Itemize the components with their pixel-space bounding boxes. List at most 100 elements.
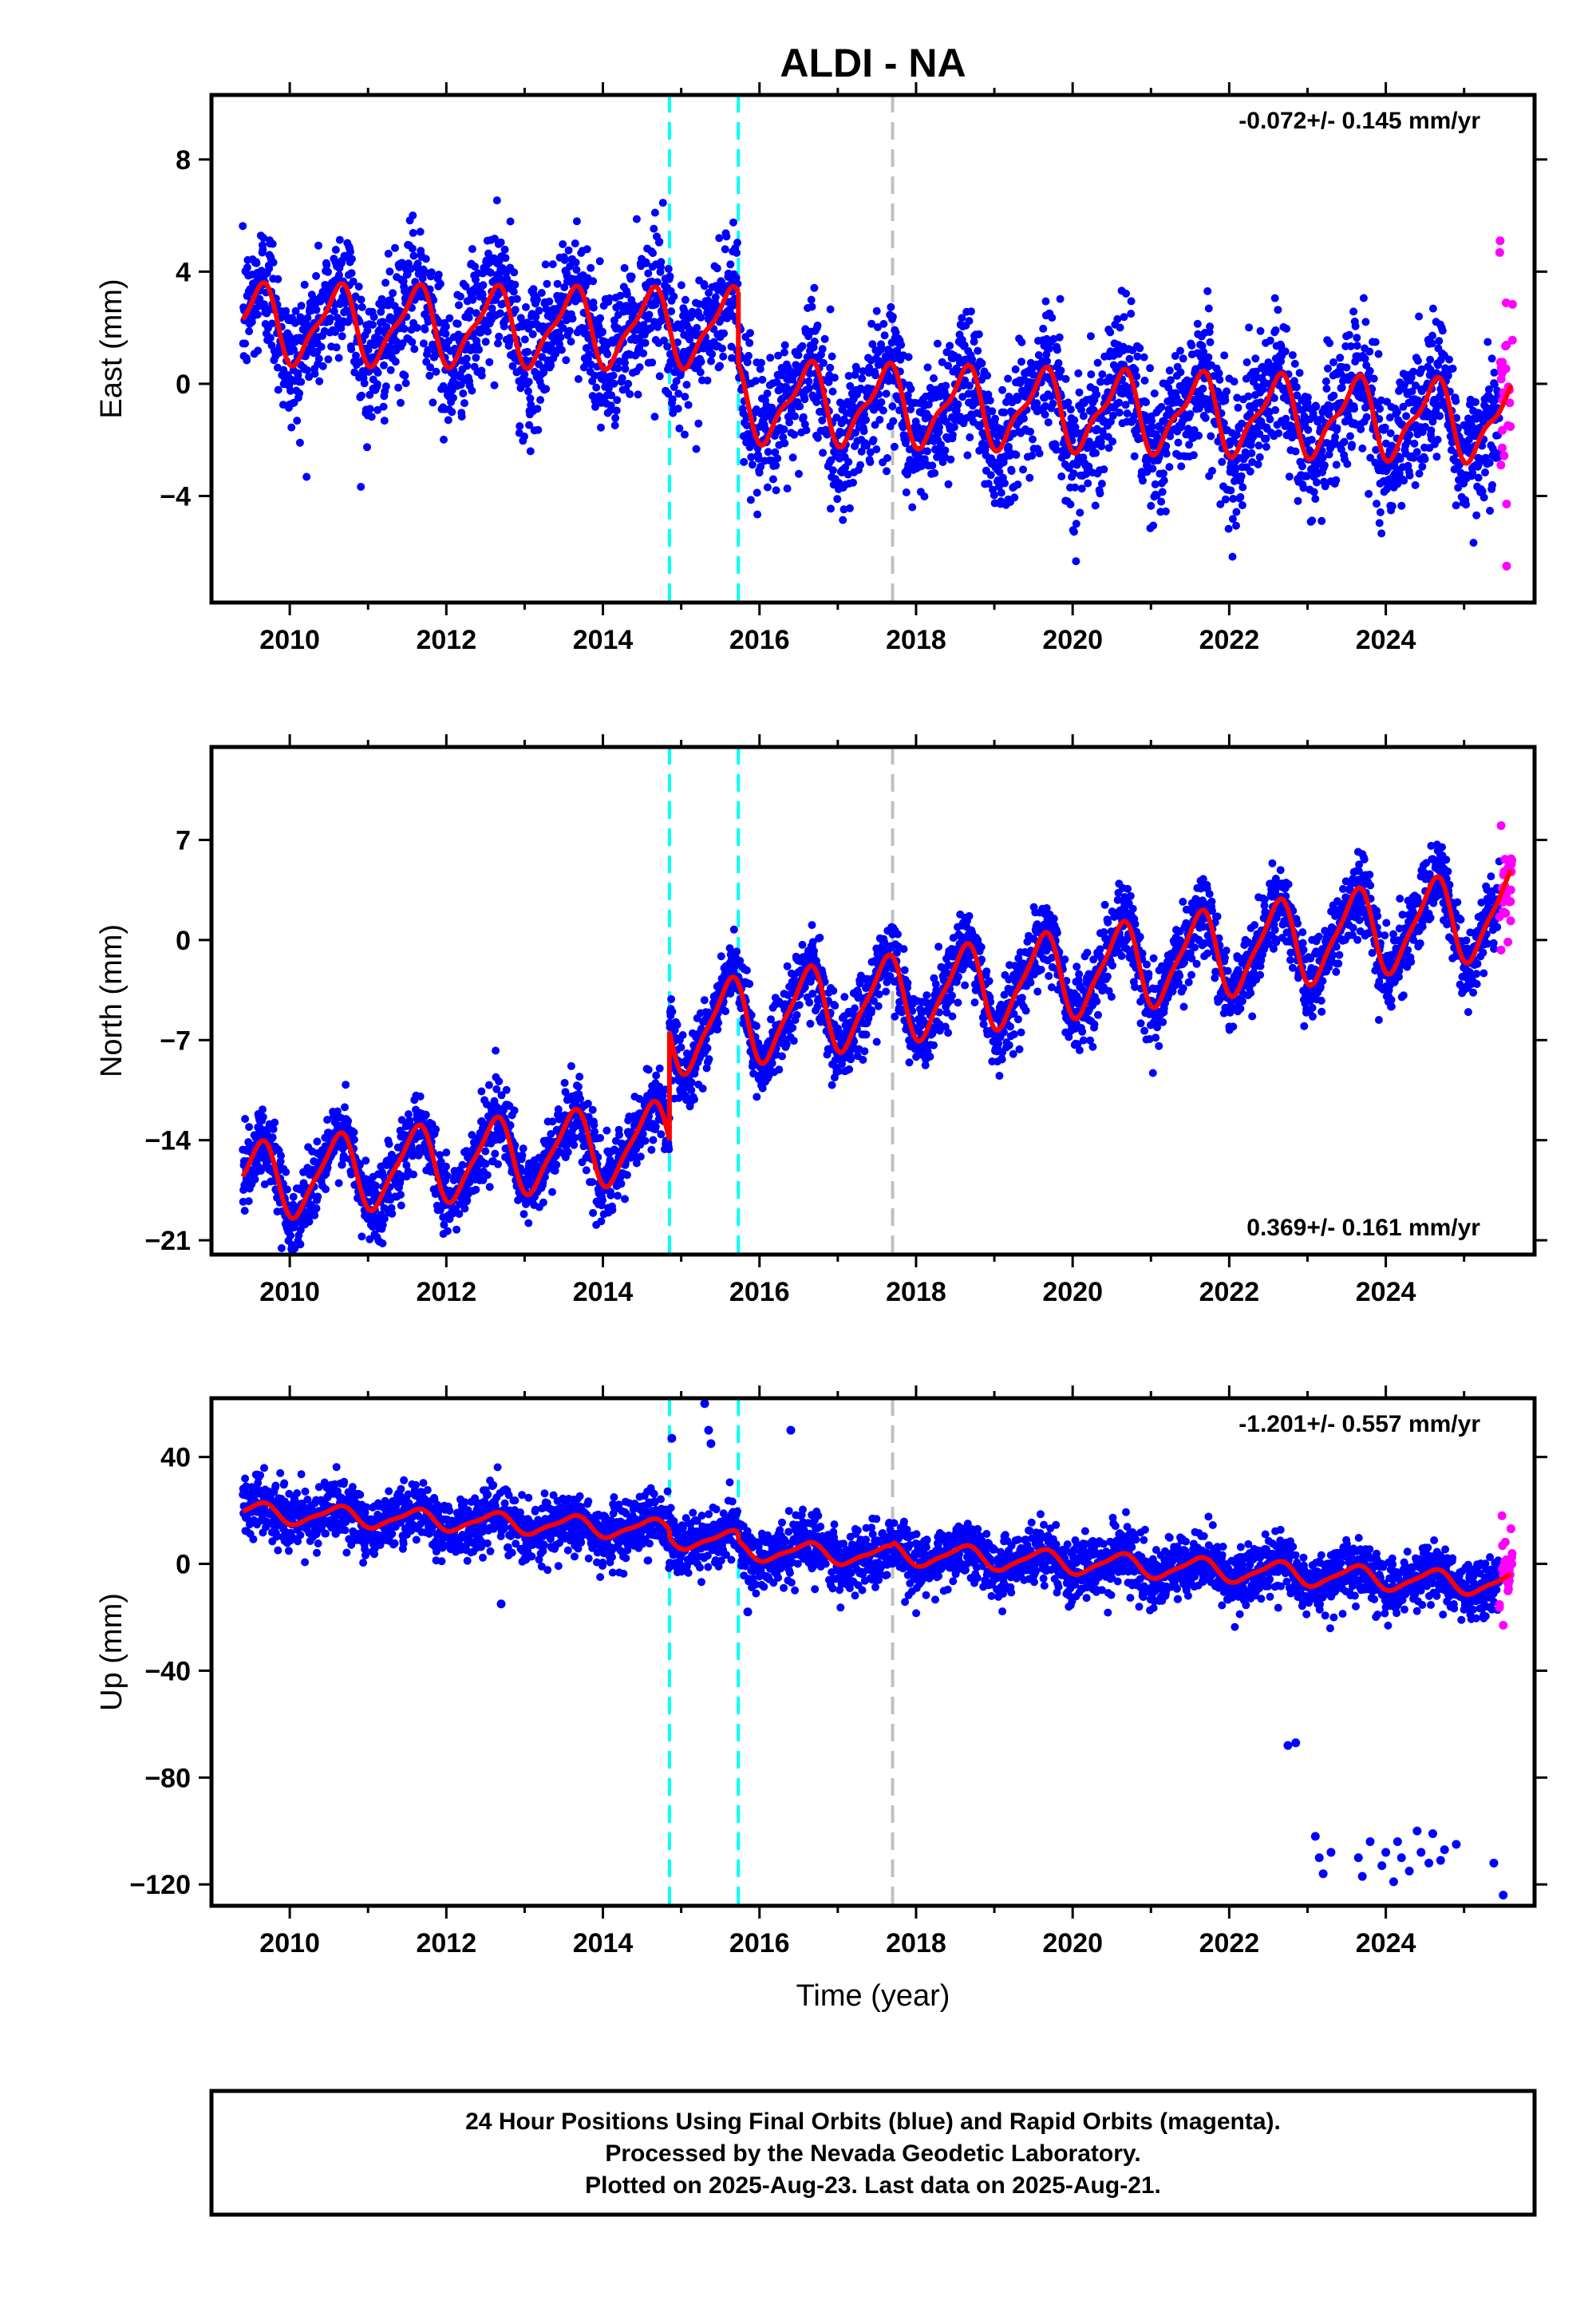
final-orbit-point xyxy=(1254,441,1263,450)
final-orbit-point xyxy=(291,306,300,315)
final-orbit-point xyxy=(267,319,276,328)
final-orbit-point xyxy=(409,211,417,219)
final-orbit-point xyxy=(477,371,486,380)
final-orbit-point xyxy=(828,387,837,396)
final-orbit-point xyxy=(468,295,477,304)
final-orbit-point xyxy=(1400,381,1408,389)
final-orbit-point xyxy=(1371,338,1380,346)
final-orbit-point xyxy=(1307,436,1316,444)
final-orbit-point xyxy=(259,245,267,254)
final-orbit-point xyxy=(745,338,754,347)
final-orbit-point xyxy=(1108,411,1117,420)
final-orbit-point xyxy=(1025,473,1034,482)
final-orbit-point xyxy=(523,387,532,396)
final-orbit-point xyxy=(946,455,955,464)
final-orbit-point xyxy=(796,402,804,411)
final-orbit-point xyxy=(958,314,966,322)
final-orbit-point xyxy=(1113,314,1122,323)
final-orbit-point xyxy=(1001,479,1009,488)
final-orbit-point xyxy=(1472,511,1481,520)
final-orbit-point xyxy=(624,379,633,388)
final-orbit-point xyxy=(883,467,891,476)
final-orbit-point xyxy=(986,471,995,480)
final-orbit-point xyxy=(1198,342,1207,350)
final-orbit-point xyxy=(1340,437,1349,446)
final-orbit-point xyxy=(352,351,360,360)
final-orbit-point xyxy=(1274,429,1283,437)
final-orbit-point xyxy=(324,355,333,364)
final-orbit-point xyxy=(1490,368,1499,377)
final-orbit-point xyxy=(810,337,819,346)
final-orbit-point xyxy=(1041,410,1049,419)
final-orbit-point xyxy=(314,1192,322,1201)
final-orbit-point xyxy=(763,389,772,398)
final-orbit-point xyxy=(670,292,678,301)
final-orbit-point xyxy=(251,1175,259,1184)
final-orbit-point xyxy=(1444,371,1452,380)
final-orbit-point xyxy=(413,323,421,332)
final-orbit-point xyxy=(478,290,487,299)
final-orbit-point xyxy=(1294,496,1302,505)
final-orbit-point xyxy=(369,313,378,322)
final-orbit-point xyxy=(788,453,797,462)
final-orbit-point xyxy=(1393,408,1401,416)
final-orbit-point xyxy=(429,398,437,407)
final-orbit-point xyxy=(244,1197,253,1206)
final-orbit-point xyxy=(361,1156,370,1165)
final-orbit-point xyxy=(468,245,476,253)
final-orbit-point xyxy=(1148,464,1157,473)
final-orbit-point xyxy=(491,1149,500,1158)
final-orbit-point xyxy=(286,386,294,395)
x-tick-label: 2012 xyxy=(416,625,476,655)
final-orbit-point xyxy=(312,1204,321,1213)
final-orbit-point xyxy=(455,301,463,310)
final-orbit-point xyxy=(658,199,667,207)
final-orbit-point xyxy=(745,351,753,360)
final-orbit-point xyxy=(1488,480,1496,489)
final-orbit-point xyxy=(607,391,616,400)
final-orbit-point xyxy=(1400,476,1408,485)
final-orbit-point xyxy=(869,436,878,445)
final-orbit-point xyxy=(1395,469,1404,477)
final-orbit-point xyxy=(287,423,296,432)
y-tick-label: −4 xyxy=(160,481,191,512)
final-orbit-point xyxy=(520,432,528,441)
final-orbit-point xyxy=(1026,427,1035,436)
final-orbit-point xyxy=(1054,359,1063,367)
final-orbit-point xyxy=(531,313,540,321)
final-orbit-point xyxy=(322,261,331,270)
final-orbit-point xyxy=(1185,441,1194,449)
final-orbit-point xyxy=(358,391,365,400)
final-orbit-point xyxy=(1122,289,1130,298)
final-orbit-point xyxy=(335,235,344,244)
x-tick-label: 2020 xyxy=(1042,625,1103,655)
final-orbit-point xyxy=(296,1240,305,1249)
final-orbit-point xyxy=(1136,344,1144,353)
final-orbit-point xyxy=(391,358,400,366)
final-orbit-point xyxy=(1486,507,1495,515)
final-orbit-point xyxy=(986,396,994,405)
final-orbit-point xyxy=(993,439,1001,448)
final-orbit-point xyxy=(1097,480,1106,488)
final-orbit-point xyxy=(589,277,598,286)
final-orbit-point xyxy=(704,296,713,305)
final-orbit-point xyxy=(380,417,389,425)
final-orbit-point xyxy=(974,330,983,338)
final-orbit-point xyxy=(1365,366,1374,375)
final-orbit-point xyxy=(533,295,541,304)
final-orbit-point xyxy=(245,327,254,336)
final-orbit-point xyxy=(1106,328,1115,337)
final-orbit-point xyxy=(587,360,595,369)
final-orbit-point xyxy=(1358,444,1367,453)
final-orbit-point xyxy=(252,259,261,267)
final-orbit-point xyxy=(747,453,756,461)
final-orbit-point xyxy=(483,1171,492,1180)
final-orbit-point xyxy=(1055,333,1064,342)
final-orbit-point xyxy=(373,369,382,377)
final-orbit-point xyxy=(545,297,554,306)
final-orbit-point xyxy=(1069,528,1078,536)
final-orbit-point xyxy=(266,334,275,342)
final-orbit-point xyxy=(377,294,386,303)
final-orbit-point xyxy=(575,1073,584,1081)
final-orbit-point xyxy=(721,245,729,254)
